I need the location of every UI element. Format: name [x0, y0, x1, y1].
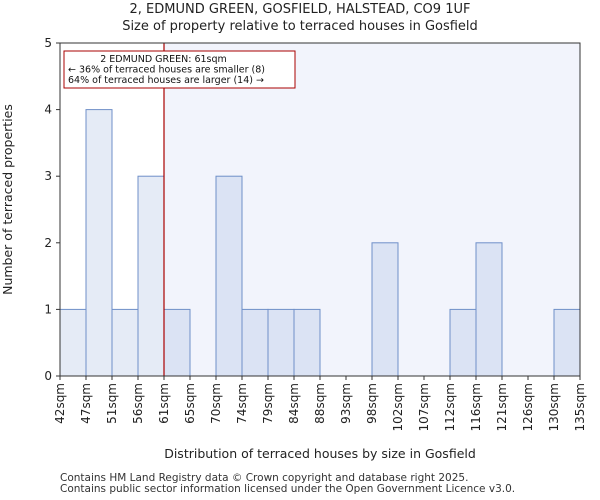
y-tick-label: 3 — [44, 169, 52, 183]
chart-subtitle: Size of property relative to terraced ho… — [122, 19, 478, 34]
footer-line-2: Contains public sector information licen… — [60, 483, 516, 495]
histogram-bar — [59, 308, 87, 377]
x-tick-label: 130sqm — [547, 383, 561, 431]
x-tick-label: 93sqm — [339, 383, 353, 424]
x-tick-label: 84sqm — [287, 383, 301, 424]
axes-frame — [59, 42, 581, 377]
x-tick-label: 107sqm — [417, 383, 431, 431]
x-tick-label: 42sqm — [53, 383, 67, 424]
histogram-bar — [111, 308, 139, 377]
x-tick-label: 102sqm — [391, 383, 405, 431]
histogram-bar — [475, 242, 503, 377]
x-tick-label: 126sqm — [521, 383, 535, 431]
chart-title: 2, EDMUND GREEN, GOSFIELD, HALSTEAD, CO9… — [129, 2, 471, 17]
x-tick-label: 74sqm — [235, 383, 249, 424]
x-tick-label: 51sqm — [105, 383, 119, 424]
histogram-bar — [215, 175, 243, 377]
histogram-bar — [163, 308, 191, 377]
histogram-bar — [267, 308, 295, 377]
x-tick-label: 88sqm — [313, 383, 327, 424]
x-tick-label: 47sqm — [79, 383, 93, 424]
x-tick-label: 135sqm — [573, 383, 587, 431]
histogram-bar — [553, 308, 581, 377]
y-axis-label: Number of terraced properties — [0, 104, 15, 295]
annotation-line: 64% of terraced houses are larger (14) → — [68, 75, 264, 86]
annotation-box — [63, 50, 296, 89]
x-tick-label: 98sqm — [365, 383, 379, 424]
footer-line-1: Contains HM Land Registry data © Crown c… — [60, 472, 469, 484]
y-tick-label: 4 — [44, 103, 52, 117]
histogram-bar — [371, 242, 399, 377]
histogram-bar — [449, 308, 477, 377]
histogram-bar — [293, 308, 321, 377]
x-axis-label: Distribution of terraced houses by size … — [164, 446, 476, 461]
x-tick-label: 61sqm — [157, 383, 171, 424]
annotation-line: 2 EDMUND GREEN: 61sqm — [100, 54, 227, 65]
x-tick-label: 65sqm — [183, 383, 197, 424]
histogram-bar — [85, 109, 113, 377]
histogram-bar — [137, 175, 165, 377]
x-tick-label: 112sqm — [443, 383, 457, 431]
y-tick-label: 1 — [44, 302, 52, 316]
x-tick-label: 70sqm — [209, 383, 223, 424]
y-tick-label: 0 — [44, 369, 52, 383]
annotation-line: ← 36% of terraced houses are smaller (8) — [68, 65, 265, 76]
x-tick-label: 56sqm — [131, 383, 145, 424]
x-tick-label: 121sqm — [495, 383, 509, 431]
y-tick-label: 2 — [44, 236, 52, 250]
x-tick-label: 116sqm — [469, 383, 483, 431]
y-tick-label: 5 — [44, 36, 52, 50]
histogram-bar — [241, 308, 269, 377]
x-tick-label: 79sqm — [261, 383, 275, 424]
